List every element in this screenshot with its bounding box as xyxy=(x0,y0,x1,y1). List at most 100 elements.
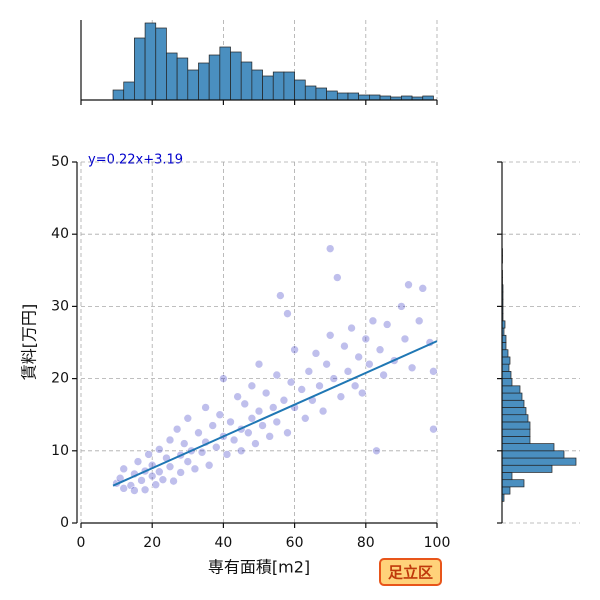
point xyxy=(429,367,438,376)
point xyxy=(169,476,178,486)
point xyxy=(254,359,264,369)
point xyxy=(244,428,253,438)
point xyxy=(290,345,299,355)
histogram-bar xyxy=(501,472,513,481)
point xyxy=(151,480,161,490)
badge-box xyxy=(379,558,442,586)
histogram-bar xyxy=(501,486,511,495)
point xyxy=(372,446,381,456)
point xyxy=(219,374,228,383)
point xyxy=(311,349,321,358)
point xyxy=(226,417,235,427)
histogram-bar xyxy=(501,464,553,473)
point xyxy=(297,385,307,394)
histogram-bar xyxy=(501,421,531,430)
point xyxy=(258,421,267,430)
point xyxy=(272,417,282,427)
point xyxy=(165,435,175,445)
point xyxy=(375,345,385,355)
histogram-bar xyxy=(501,363,510,372)
histogram-bar xyxy=(294,79,306,101)
point xyxy=(404,280,413,290)
y-tick-label: 50 xyxy=(51,154,69,170)
point xyxy=(325,244,335,253)
histogram-bar xyxy=(283,71,295,101)
point xyxy=(119,484,129,493)
point xyxy=(429,424,438,434)
point xyxy=(397,302,406,311)
point xyxy=(325,330,335,340)
point xyxy=(265,432,274,441)
point xyxy=(201,403,210,412)
point xyxy=(130,486,139,495)
point xyxy=(407,363,417,373)
histogram-bar xyxy=(501,407,527,416)
histogram-bar xyxy=(501,356,511,365)
point xyxy=(336,392,346,401)
histogram-bar xyxy=(347,92,360,101)
histogram-bar xyxy=(501,443,555,452)
point xyxy=(233,392,242,401)
histogram-bar xyxy=(251,69,263,101)
histogram-bar xyxy=(112,89,125,101)
point xyxy=(183,457,193,466)
point xyxy=(382,320,392,329)
point xyxy=(318,406,328,416)
point xyxy=(211,442,221,452)
histogram-bar xyxy=(166,52,178,101)
point xyxy=(137,476,146,485)
histogram-bar xyxy=(208,54,221,101)
point xyxy=(268,403,278,412)
y-tick-label: 10 xyxy=(51,443,69,459)
point xyxy=(172,424,182,434)
histogram-bar xyxy=(501,457,577,466)
histogram-bar xyxy=(176,57,189,101)
point xyxy=(155,445,164,454)
point xyxy=(155,467,164,477)
point xyxy=(251,439,260,448)
histogram-bar xyxy=(501,436,531,444)
point xyxy=(304,367,314,376)
point xyxy=(322,359,331,369)
point xyxy=(350,381,360,391)
point xyxy=(418,284,428,293)
histogram-bar xyxy=(501,371,512,379)
point xyxy=(276,291,285,300)
point xyxy=(194,428,203,438)
histogram-bar xyxy=(501,385,521,394)
histogram-bar xyxy=(123,81,135,101)
point xyxy=(176,468,185,477)
histogram-bar xyxy=(134,37,146,101)
histogram-bar xyxy=(501,392,523,401)
point xyxy=(215,410,225,420)
point xyxy=(190,464,200,474)
point xyxy=(368,316,378,326)
histogram-bar xyxy=(240,61,253,101)
histogram-bar xyxy=(336,92,349,101)
point xyxy=(279,395,289,405)
x-tick-label: 0 xyxy=(77,535,86,551)
point xyxy=(261,388,271,398)
point xyxy=(147,471,157,481)
point xyxy=(140,485,150,495)
point xyxy=(183,414,193,423)
point xyxy=(236,446,246,456)
point xyxy=(354,352,363,362)
point xyxy=(247,381,257,391)
point xyxy=(283,309,292,318)
point xyxy=(179,439,189,448)
histogram-bar xyxy=(501,450,565,459)
x-tick-label: 60 xyxy=(286,535,304,551)
point xyxy=(133,457,143,466)
x-tick-label: 20 xyxy=(143,535,161,551)
point xyxy=(126,481,136,490)
point xyxy=(208,421,218,430)
point xyxy=(361,334,371,344)
x-tick-label: 40 xyxy=(214,535,232,551)
point xyxy=(357,388,367,398)
point xyxy=(165,462,175,471)
histogram-bar xyxy=(326,90,338,101)
point xyxy=(315,381,324,391)
histogram-bar xyxy=(198,62,210,101)
